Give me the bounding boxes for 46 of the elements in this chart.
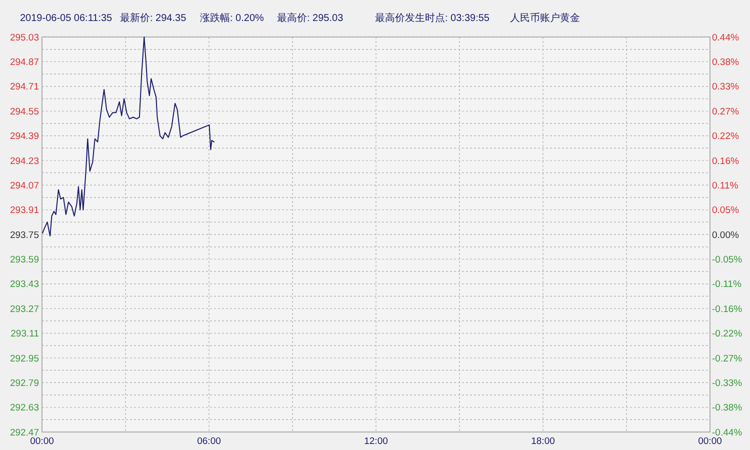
y2-tick-label: 0.11% xyxy=(712,180,739,192)
text: 涨跌幅: 0.20% xyxy=(200,12,264,24)
y-tick-label: 292.63 xyxy=(10,402,39,414)
y-tick-label: 293.91 xyxy=(10,205,39,216)
y-tick-label: 294.87 xyxy=(10,57,39,68)
y2-tick-label: -0.44% xyxy=(712,427,743,438)
x-tick-label: 00:00 xyxy=(30,436,54,447)
y2-tick-label: 0.44% xyxy=(712,32,740,44)
y2-tick-label: -0.16% xyxy=(712,304,743,315)
y2-tick-label: 0.22% xyxy=(712,131,740,142)
y-tick-label: 292.79 xyxy=(10,378,39,389)
y-tick-label: 294.07 xyxy=(10,180,39,192)
y-tick-label: 293.27 xyxy=(10,304,39,315)
y-tick-label: 292.95 xyxy=(10,353,39,364)
y2-tick-label: 0.33% xyxy=(712,82,740,93)
y-tick-label: 292.47 xyxy=(10,427,39,438)
text: 最高价发生时点: 03:39:55 xyxy=(375,12,490,24)
y-tick-label: 294.71 xyxy=(10,82,39,93)
x-tick-label: 12:00 xyxy=(364,436,388,447)
chart-title: 2019-06-05 06:11:35 xyxy=(20,13,113,24)
y2-tick-label: -0.22% xyxy=(712,328,743,340)
y2-tick-label: -0.33% xyxy=(712,378,743,389)
y-tick-label: 295.03 xyxy=(10,32,39,44)
x-tick-label: 18:00 xyxy=(531,436,555,447)
y2-tick-label: 0.05% xyxy=(712,205,740,216)
y-tick-label: 294.39 xyxy=(10,131,39,142)
y-tick-label: 294.23 xyxy=(10,156,39,167)
y2-tick-label: -0.27% xyxy=(712,353,743,364)
y2-tick-label: -0.11% xyxy=(712,279,742,290)
y-tick-label: 293.11 xyxy=(10,328,39,340)
x-tick-label: 06:00 xyxy=(197,436,221,447)
y2-tick-label: 0.00% xyxy=(712,230,740,241)
y2-tick-label: 0.38% xyxy=(712,57,740,68)
y-tick-label: 293.75 xyxy=(10,230,39,241)
y-tick-label: 294.55 xyxy=(10,106,39,118)
y-tick-label: 293.59 xyxy=(10,254,39,266)
y2-tick-label: 0.16% xyxy=(712,156,740,167)
y-tick-label: 293.43 xyxy=(10,279,39,290)
y2-tick-label: -0.38% xyxy=(712,402,743,414)
y2-tick-label: -0.05% xyxy=(712,254,743,266)
text: 最新价: 294.35 xyxy=(120,12,187,24)
line-series xyxy=(42,36,215,237)
text: 最高价: 295.03 xyxy=(277,12,344,24)
text: 人民币账户黄金 xyxy=(510,12,580,24)
x-tick-label: 00:00 xyxy=(698,436,722,447)
y2-tick-label: 0.27% xyxy=(712,106,740,118)
